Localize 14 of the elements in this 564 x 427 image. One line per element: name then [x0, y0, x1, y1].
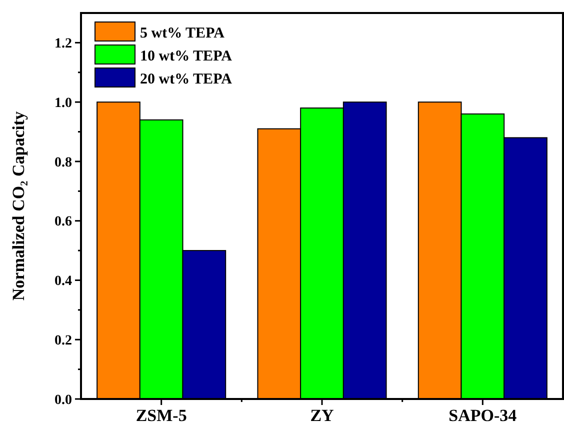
- x-tick-label: ZSM-5: [136, 406, 187, 425]
- y-tick-label: 0.0: [54, 392, 72, 408]
- y-tick-label: 0.4: [54, 274, 72, 290]
- y-tick-label: 1.2: [54, 36, 72, 52]
- y-tick-label: 0.2: [54, 334, 72, 349]
- y-tick-label: 0.8: [54, 155, 72, 170]
- legend-label: 20 wt% TEPA: [140, 71, 232, 88]
- y-tick-label: 1.0: [54, 96, 72, 111]
- legend-label: 5 wt% TEPA: [140, 25, 225, 42]
- y-axis-title: Normalized CO₂ Capacity: [9, 110, 28, 301]
- x-tick-label: ZY: [310, 406, 334, 425]
- x-tick-label: SAPO-34: [448, 406, 518, 425]
- legend-label: 10 wt% TEPA: [140, 48, 232, 64]
- y-tick-label: 0.6: [54, 214, 72, 230]
